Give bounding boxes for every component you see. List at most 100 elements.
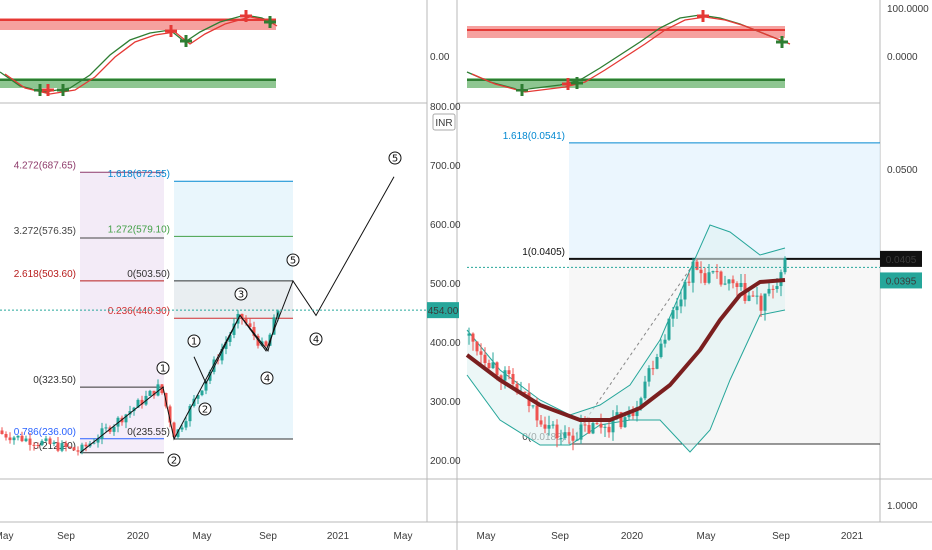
candle-body — [136, 399, 140, 408]
candle-body — [707, 272, 711, 283]
x-tick-label: 2021 — [841, 531, 864, 542]
candle-body — [72, 447, 76, 451]
x-tick-label: Sep — [57, 531, 75, 542]
candle-body — [112, 426, 116, 432]
right-oscillator-panel — [466, 10, 791, 96]
candle-body — [511, 374, 515, 385]
y-tick-label: 600.00 — [430, 220, 461, 231]
candle-body — [100, 428, 104, 439]
fib-level-label: 1(0.0405) — [522, 247, 565, 258]
candle-body — [104, 427, 108, 429]
wave-label: 1 — [191, 337, 197, 348]
candle-body — [647, 368, 651, 382]
x-tick-label: 2021 — [327, 531, 350, 542]
candle-body — [224, 341, 228, 349]
candle-body — [248, 323, 252, 327]
candle-body — [36, 444, 40, 446]
candle-body — [623, 417, 627, 428]
candle-body — [719, 271, 723, 285]
osc-slow-line — [4, 16, 278, 95]
candle-body — [567, 432, 571, 436]
candle-body — [52, 442, 56, 445]
candle-body — [24, 438, 28, 442]
candle-body — [583, 424, 587, 426]
wave-label: 2 — [202, 405, 208, 416]
candle-body — [152, 390, 156, 396]
candle-body — [168, 406, 172, 423]
candle-body — [575, 439, 579, 441]
candle-body — [240, 313, 244, 319]
candle-body — [16, 435, 20, 438]
candle-body — [759, 295, 763, 311]
candle-body — [715, 271, 719, 273]
candle-body — [467, 333, 471, 336]
candle-body — [495, 362, 499, 376]
candle-body — [20, 435, 24, 442]
x-tick-label: 2020 — [127, 531, 150, 542]
moving-average-line — [465, 278, 786, 422]
wave-circle — [198, 402, 212, 416]
candle-body — [671, 310, 675, 319]
oversold-band — [0, 78, 276, 88]
candle-body — [92, 442, 96, 444]
candle-body — [84, 444, 88, 447]
candle-body — [180, 427, 184, 430]
candle-body — [619, 412, 623, 428]
axis-labels: 0.00 800.00 700.00 600.00 500.00 400.00 300.00… — [0, 4, 929, 542]
candle-body — [523, 391, 527, 393]
candle-body — [771, 288, 775, 290]
fib-level-label: 0(503.50) — [127, 269, 170, 280]
candle-body — [539, 420, 543, 425]
candle-body — [571, 435, 575, 441]
candle-body — [8, 437, 12, 441]
y-tick-label: 500.00 — [430, 279, 461, 290]
candle-body — [659, 343, 663, 357]
wave-label: 5 — [290, 256, 296, 267]
candle-body — [727, 279, 731, 284]
candle-body — [4, 433, 8, 438]
wave-label: 5 — [392, 154, 398, 165]
last-price-badge — [427, 302, 459, 319]
x-tick-label: May — [0, 531, 13, 542]
y-tick-label: 700.00 — [430, 161, 461, 172]
fib-level-label: 0.236(440.30) — [108, 306, 170, 317]
candle-body — [723, 283, 727, 285]
price-badge-last — [880, 272, 922, 289]
candle-body — [184, 421, 188, 428]
candle-body — [687, 281, 691, 283]
fib-level-label: 1.618(0.0541) — [503, 131, 565, 142]
currency-badge — [432, 113, 456, 131]
price-badge-value: 0.0395 — [886, 276, 917, 287]
candle-body — [615, 412, 619, 418]
y-tick-label: 0.0500 — [887, 165, 918, 176]
fib-level-label: 0(323.50) — [33, 375, 76, 386]
x-tick-label: May — [477, 531, 496, 542]
candle-body — [587, 425, 591, 434]
wave-label: 2 — [171, 456, 177, 467]
candle-body — [471, 333, 475, 342]
fib-level-label: 2.618(503.60) — [14, 269, 76, 280]
candle-body — [631, 411, 635, 417]
candle-body — [212, 359, 216, 372]
candle-body — [607, 426, 611, 433]
candle-body — [188, 405, 192, 422]
candle-body — [148, 390, 152, 396]
bollinger-upper — [466, 224, 786, 416]
wave-circle — [309, 332, 323, 346]
wave-label: 4 — [313, 335, 319, 346]
wave-circle — [388, 151, 402, 165]
wave-circle — [260, 371, 274, 385]
fib-level-label: 1.272(579.10) — [108, 224, 170, 235]
candle-body — [531, 405, 535, 407]
candle-body — [32, 444, 36, 446]
candle-body — [663, 339, 667, 344]
left-oscillator-panel — [0, 10, 278, 96]
y-tick-label: 0.0000 — [887, 52, 918, 63]
candle-body — [763, 293, 767, 311]
candle-body — [735, 283, 739, 287]
wave-label: 1 — [160, 364, 166, 375]
y-tick-label: 1.0000 — [887, 501, 918, 512]
candle-body — [228, 334, 232, 342]
candle-body — [683, 281, 687, 300]
candle-body — [579, 424, 583, 440]
